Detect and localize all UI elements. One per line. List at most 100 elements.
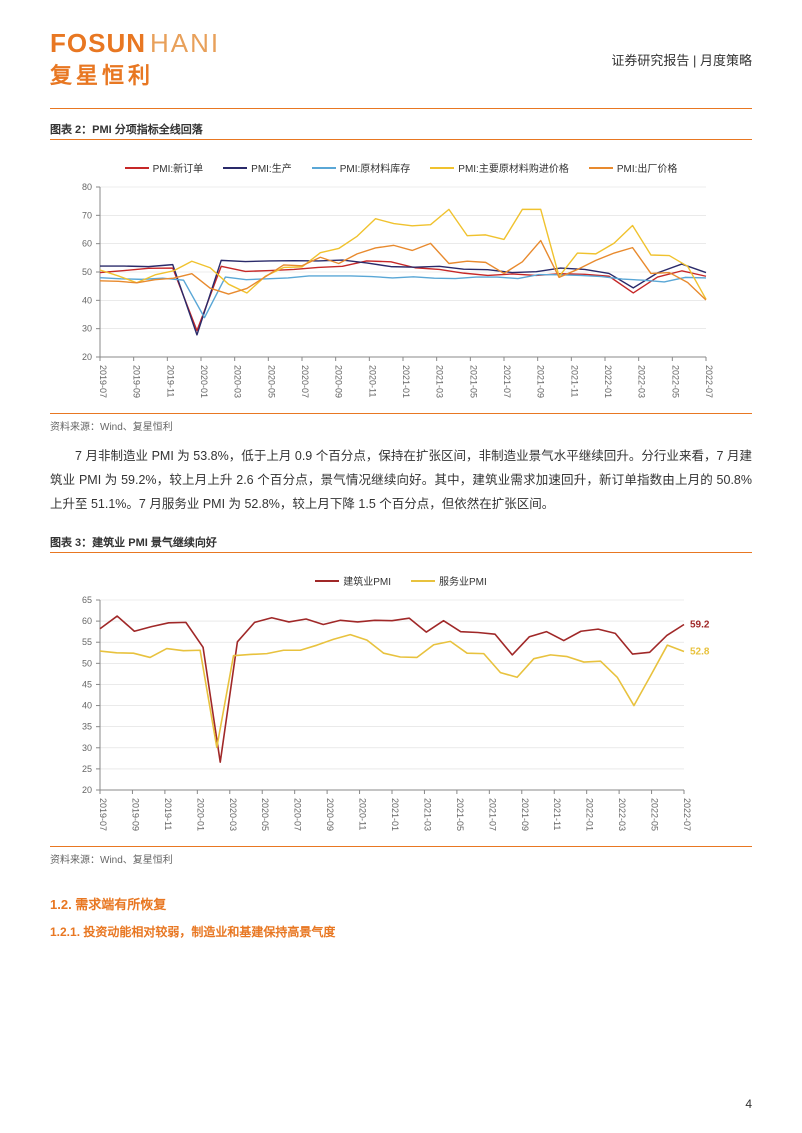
svg-text:2020-09: 2020-09 <box>334 365 344 398</box>
legend-swatch <box>411 580 435 582</box>
chart1-title: 图表 2：PMI 分项指标全线回落 <box>50 117 752 140</box>
svg-text:2020-11: 2020-11 <box>367 365 377 397</box>
legend-swatch <box>312 167 336 169</box>
svg-text:2021-05: 2021-05 <box>468 365 478 398</box>
svg-text:2021-09: 2021-09 <box>520 798 530 831</box>
legend-swatch <box>430 167 454 169</box>
svg-text:30: 30 <box>82 743 92 753</box>
header-right: 证券研究报告 | 月度策略 <box>611 50 752 69</box>
legend-item: PMI:主要原材料购进价格 <box>430 160 569 175</box>
svg-text:25: 25 <box>82 764 92 774</box>
svg-text:2019-07: 2019-07 <box>98 798 108 831</box>
logo-block: FOSUNHANI 复星恒利 <box>50 30 220 90</box>
svg-text:2021-01: 2021-01 <box>401 365 411 398</box>
svg-text:60: 60 <box>82 616 92 626</box>
svg-text:2021-07: 2021-07 <box>502 365 512 398</box>
svg-text:35: 35 <box>82 722 92 732</box>
chart2-legend: 建筑业PMI 服务业PMI <box>60 565 742 592</box>
svg-text:80: 80 <box>82 182 92 192</box>
svg-text:2021-01: 2021-01 <box>390 798 400 831</box>
svg-text:2022-03: 2022-03 <box>637 365 647 398</box>
svg-text:2022-03: 2022-03 <box>617 798 627 831</box>
svg-text:2022-01: 2022-01 <box>585 798 595 831</box>
chart1-source: 资料来源：Wind、复星恒利 <box>50 413 752 433</box>
legend-label: PMI:新订单 <box>153 160 204 175</box>
svg-text:2020-07: 2020-07 <box>300 365 310 398</box>
chart1-legend: PMI:新订单 PMI:生产 PMI:原材料库存 PMI:主要原材料购进价格 PMI:出… <box>60 152 742 179</box>
legend-label: PMI:出厂价格 <box>617 160 678 175</box>
legend-item: 服务业PMI <box>411 573 487 588</box>
svg-text:40: 40 <box>82 701 92 711</box>
svg-text:2021-09: 2021-09 <box>536 365 546 398</box>
header-rule <box>50 108 752 109</box>
svg-text:30: 30 <box>82 324 92 334</box>
svg-text:2020-03: 2020-03 <box>233 365 243 398</box>
svg-text:59.2: 59.2 <box>690 620 710 631</box>
svg-text:50: 50 <box>82 659 92 669</box>
legend-label: PMI:生产 <box>251 160 292 175</box>
svg-text:45: 45 <box>82 680 92 690</box>
legend-label: PMI:原材料库存 <box>340 160 411 175</box>
svg-text:2021-11: 2021-11 <box>569 365 579 397</box>
legend-item: PMI:原材料库存 <box>312 160 411 175</box>
chart2-svg: 20 25 30 35 40 45 50 55 60 65 2019-07 2019-09 2019-1… <box>60 592 720 842</box>
svg-text:2020-09: 2020-09 <box>325 798 335 831</box>
svg-text:2022-05: 2022-05 <box>670 365 680 398</box>
legend-label: PMI:主要原材料购进价格 <box>458 160 569 175</box>
svg-text:2022-07: 2022-07 <box>704 365 714 398</box>
legend-label: 服务业PMI <box>439 573 487 588</box>
chart2-source: 资料来源：Wind、复星恒利 <box>50 846 752 866</box>
legend-item: 建筑业PMI <box>315 573 391 588</box>
svg-text:20: 20 <box>82 352 92 362</box>
svg-text:65: 65 <box>82 595 92 605</box>
legend-swatch <box>589 167 613 169</box>
legend-swatch <box>315 580 339 582</box>
legend-item: PMI:出厂价格 <box>589 160 678 175</box>
svg-text:2020-05: 2020-05 <box>266 365 276 398</box>
legend-swatch <box>223 167 247 169</box>
page-header: FOSUNHANI 复星恒利 证券研究报告 | 月度策略 <box>50 30 752 90</box>
svg-text:55: 55 <box>82 637 92 647</box>
svg-text:2019-11: 2019-11 <box>165 365 175 397</box>
legend-label: 建筑业PMI <box>343 573 391 588</box>
subsection-heading: 1.2.1. 投资动能相对较弱，制造业和基建保持高景气度 <box>50 923 752 940</box>
body-paragraph: 7 月非制造业 PMI 为 53.8%，低于上月 0.9 个百分点，保持在扩张区… <box>50 445 752 516</box>
svg-text:2021-05: 2021-05 <box>455 798 465 831</box>
svg-text:2020-07: 2020-07 <box>293 798 303 831</box>
chart1-svg: 20 30 40 50 60 70 80 2019-07 2019-09 2019-11 2020-… <box>60 179 720 409</box>
svg-text:2020-05: 2020-05 <box>260 798 270 831</box>
svg-text:50: 50 <box>82 267 92 277</box>
logo-en: FOSUNHANI <box>50 30 220 56</box>
svg-text:2021-03: 2021-03 <box>422 798 432 831</box>
svg-text:70: 70 <box>82 210 92 220</box>
logo-cn: 复星恒利 <box>50 58 220 90</box>
svg-text:40: 40 <box>82 295 92 305</box>
svg-text:20: 20 <box>82 785 92 795</box>
chart2-title: 图表 3：建筑业 PMI 景气继续向好 <box>50 530 752 553</box>
chart1-box: PMI:新订单 PMI:生产 PMI:原材料库存 PMI:主要原材料购进价格 PMI:出… <box>50 146 752 409</box>
svg-text:2022-07: 2022-07 <box>682 798 692 831</box>
svg-text:2020-03: 2020-03 <box>228 798 238 831</box>
svg-text:2019-09: 2019-09 <box>132 365 142 398</box>
svg-text:60: 60 <box>82 239 92 249</box>
svg-text:2021-03: 2021-03 <box>435 365 445 398</box>
svg-text:2020-11: 2020-11 <box>358 798 368 830</box>
logo-fosun: FOSUN <box>50 28 146 58</box>
svg-text:52.8: 52.8 <box>690 647 710 658</box>
legend-item: PMI:新订单 <box>125 160 204 175</box>
section-heading: 1.2. 需求端有所恢复 <box>50 894 752 913</box>
svg-text:2019-09: 2019-09 <box>130 798 140 831</box>
svg-text:2022-01: 2022-01 <box>603 365 613 398</box>
logo-hani: HANI <box>150 28 220 58</box>
svg-text:2021-07: 2021-07 <box>487 798 497 831</box>
svg-text:2022-05: 2022-05 <box>650 798 660 831</box>
legend-item: PMI:生产 <box>223 160 292 175</box>
svg-text:2020-01: 2020-01 <box>195 798 205 831</box>
svg-text:2019-11: 2019-11 <box>163 798 173 830</box>
chart2-box: 建筑业PMI 服务业PMI 20 25 30 35 40 45 50 55 60 65 2019-07… <box>50 559 752 842</box>
svg-text:2019-07: 2019-07 <box>98 365 108 398</box>
legend-swatch <box>125 167 149 169</box>
page-number: 4 <box>745 1097 752 1111</box>
svg-text:2020-01: 2020-01 <box>199 365 209 398</box>
svg-text:2021-11: 2021-11 <box>552 798 562 830</box>
